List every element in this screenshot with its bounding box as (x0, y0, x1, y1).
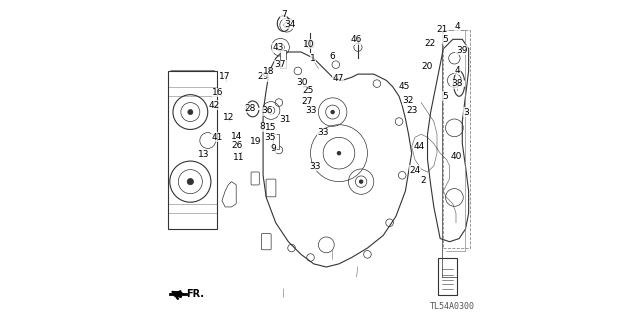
Text: 12: 12 (223, 113, 234, 122)
Text: 47: 47 (332, 74, 344, 83)
Text: 14: 14 (231, 132, 243, 141)
Text: 22: 22 (424, 39, 436, 48)
Text: 1: 1 (310, 54, 316, 63)
Text: 10: 10 (303, 40, 314, 49)
Text: 3: 3 (463, 108, 469, 116)
FancyBboxPatch shape (273, 134, 278, 149)
Text: 25: 25 (303, 86, 314, 95)
Text: 27: 27 (301, 97, 313, 106)
Circle shape (337, 151, 341, 155)
Text: 21: 21 (436, 25, 448, 34)
Circle shape (330, 110, 335, 114)
FancyBboxPatch shape (280, 50, 287, 68)
Text: 7: 7 (281, 10, 287, 19)
Circle shape (188, 109, 193, 115)
Text: 5: 5 (442, 35, 448, 44)
Text: 11: 11 (233, 153, 244, 162)
Text: 40: 40 (451, 152, 462, 161)
Text: 20: 20 (421, 62, 432, 71)
Text: 34: 34 (284, 20, 296, 29)
Text: 2: 2 (420, 175, 426, 185)
Text: 18: 18 (262, 67, 274, 76)
Text: 23: 23 (406, 106, 418, 115)
Text: 6: 6 (329, 52, 335, 61)
Text: 29: 29 (258, 72, 269, 81)
Text: 38: 38 (451, 79, 462, 88)
Text: 46: 46 (351, 35, 362, 44)
Text: 4: 4 (455, 66, 460, 75)
Text: 31: 31 (279, 115, 291, 124)
Text: TL54A0300: TL54A0300 (430, 302, 475, 311)
Circle shape (187, 178, 193, 185)
Text: 45: 45 (398, 82, 410, 91)
Circle shape (306, 40, 314, 48)
Text: 33: 33 (306, 106, 317, 115)
Text: 33: 33 (317, 128, 329, 137)
Text: 16: 16 (212, 88, 223, 97)
Text: 24: 24 (409, 166, 420, 175)
Text: 41: 41 (212, 133, 223, 142)
Text: 35: 35 (264, 133, 276, 143)
Text: 5: 5 (442, 92, 448, 101)
Text: 28: 28 (244, 104, 256, 113)
Text: FR.: FR. (186, 289, 205, 299)
Text: 26: 26 (232, 141, 243, 150)
Text: 13: 13 (198, 150, 209, 159)
Text: 42: 42 (209, 100, 220, 110)
Text: 15: 15 (265, 123, 276, 132)
Text: 33: 33 (310, 162, 321, 171)
Text: 32: 32 (402, 96, 413, 105)
Text: 19: 19 (250, 137, 261, 146)
Text: 9: 9 (270, 144, 276, 153)
Text: 17: 17 (219, 72, 230, 81)
Text: 39: 39 (456, 46, 467, 55)
Text: 37: 37 (275, 60, 286, 69)
Text: 44: 44 (414, 142, 425, 151)
Text: 4: 4 (455, 22, 460, 31)
Text: 30: 30 (296, 78, 308, 86)
Text: 43: 43 (273, 43, 284, 52)
Circle shape (359, 179, 364, 184)
Circle shape (354, 43, 362, 51)
Text: 36: 36 (261, 106, 273, 115)
Text: 8: 8 (260, 122, 266, 131)
